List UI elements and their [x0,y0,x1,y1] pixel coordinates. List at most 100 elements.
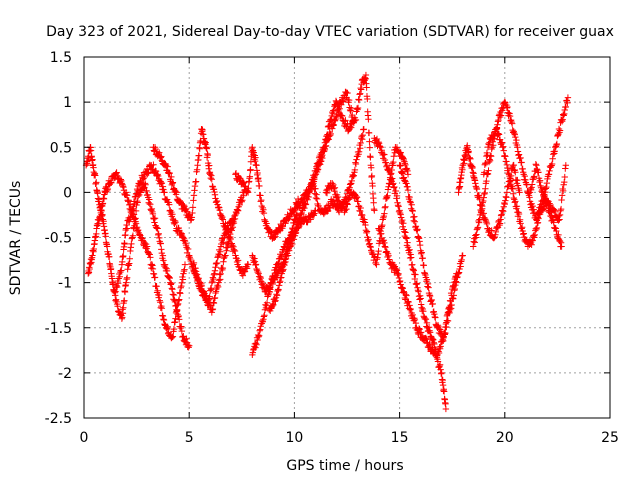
data-point [156,291,163,299]
data-point [561,178,568,186]
data-point [150,161,157,168]
data-point [396,150,404,157]
data-point [252,261,259,269]
data-point [558,243,565,250]
data-point [481,189,489,197]
data-point [312,185,319,193]
data-point [220,258,227,265]
data-point [281,261,288,269]
data-point [176,227,183,234]
data-point [203,145,210,152]
data-point [153,172,161,179]
data-point [359,136,366,143]
data-point [207,171,214,178]
data-point [216,271,223,278]
data-point [397,211,404,218]
data-point [426,341,433,348]
data-point [319,151,326,159]
data-point [516,189,523,196]
data-point [530,206,537,213]
data-point [425,342,433,349]
data-point [238,198,245,205]
data-point [186,342,193,349]
data-point [165,273,172,280]
data-point [178,231,185,239]
data-point [491,234,498,241]
data-point [420,308,427,315]
data-point [363,229,370,237]
data-point [430,336,437,343]
data-point [480,194,487,201]
data-point [260,206,267,213]
data-point [119,182,127,190]
data-point [326,122,333,130]
data-point [334,197,341,204]
data-point [166,201,173,208]
data-point [322,136,329,143]
data-point [213,259,221,267]
data-point [145,199,152,206]
data-point [254,268,262,276]
data-point [404,171,412,178]
data-point [512,198,519,205]
data-point [482,160,490,167]
data-point [214,283,222,291]
data-point [247,166,254,173]
data-point [249,349,257,356]
data-point [159,183,167,190]
data-point [260,316,267,323]
data-point [390,184,398,191]
data-point [375,140,383,147]
data-point [501,200,508,208]
data-point [225,239,232,246]
data-point [149,265,157,273]
data-point [381,151,388,158]
data-point [289,225,297,233]
data-point [201,292,209,299]
data-point [556,127,564,134]
data-point [262,288,269,296]
data-point [376,227,383,234]
data-point [301,194,309,202]
data-point [409,311,416,319]
data-point [385,252,392,259]
data-point [407,254,415,261]
data-point [312,194,320,202]
data-point [157,178,164,186]
data-point [474,225,481,232]
data-point [497,212,505,219]
data-point [406,198,414,205]
data-point [497,216,504,223]
data-point [127,244,135,251]
data-point [558,116,565,124]
data-point [164,323,171,331]
data-point [286,235,294,242]
data-point [562,103,570,111]
data-point [478,202,486,210]
data-point [356,145,364,152]
data-point [230,219,238,227]
data-point [244,188,251,195]
data-point [558,118,566,125]
data-point [493,125,501,132]
data-point [404,239,411,246]
data-point [502,193,510,200]
data-point [118,180,126,187]
data-point [355,96,362,103]
data-point [234,257,242,264]
data-point [356,90,364,97]
data-point [475,219,483,226]
data-point [412,271,419,278]
data-point [405,305,413,312]
data-point [254,336,261,344]
data-point [292,212,300,220]
data-point [159,252,167,259]
data-point [190,197,197,204]
data-point [169,333,177,340]
data-point [377,230,385,237]
data-point [157,240,164,247]
data-point [286,238,293,245]
data-point [471,235,478,242]
data-point [291,217,299,224]
data-point [167,281,174,288]
